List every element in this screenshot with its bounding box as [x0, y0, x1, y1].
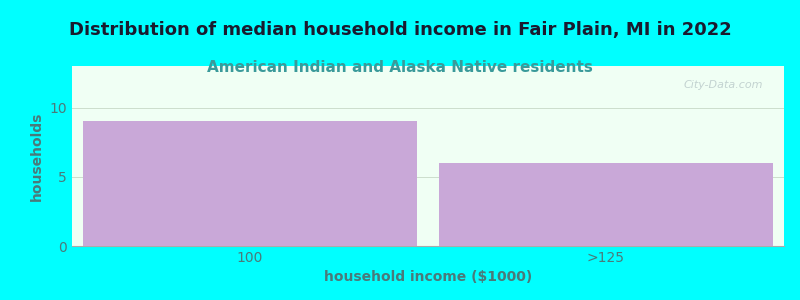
Bar [82, 122, 418, 246]
Text: Distribution of median household income in Fair Plain, MI in 2022: Distribution of median household income … [69, 21, 731, 39]
Text: City-Data.com: City-Data.com [683, 80, 762, 90]
Bar [438, 163, 774, 246]
Text: American Indian and Alaska Native residents: American Indian and Alaska Native reside… [207, 60, 593, 75]
X-axis label: household income ($1000): household income ($1000) [324, 270, 532, 284]
Y-axis label: households: households [30, 111, 44, 201]
